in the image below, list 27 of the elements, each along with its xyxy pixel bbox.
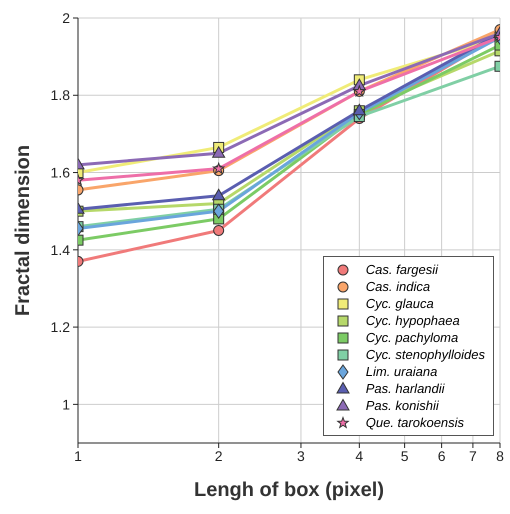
x-tick-label: 7 xyxy=(469,448,478,464)
y-axis-title: Fractal dimension xyxy=(12,144,34,316)
legend-label: Cyc. hypophaea xyxy=(366,313,460,328)
legend-label: Cyc. glauca xyxy=(366,296,434,311)
legend-label: Que. tarokoensis xyxy=(366,415,464,430)
x-tick-label: 6 xyxy=(438,448,446,464)
y-tick-label: 1.6 xyxy=(50,164,70,181)
legend-label: Pas. harlandii xyxy=(366,381,445,396)
legend-label: Lim. uraiana xyxy=(366,364,438,379)
x-tick-label: 8 xyxy=(496,448,504,464)
x-tick-label: 3 xyxy=(297,448,306,464)
legend-label: Cas. fargesii xyxy=(366,262,438,277)
y-tick-label: 1.8 xyxy=(50,87,70,104)
y-tick-label: 1 xyxy=(62,396,70,412)
x-tick-label: 1 xyxy=(74,448,82,464)
point xyxy=(212,188,226,200)
y-tick-label: 2 xyxy=(62,10,70,26)
x-tick-label: 5 xyxy=(400,448,409,464)
y-tick-label: 1.2 xyxy=(50,319,70,336)
legend-label: Cyc. pachyloma xyxy=(366,330,458,345)
y-tick-label: 1.4 xyxy=(50,242,70,258)
x-tick-label: 2 xyxy=(214,448,223,464)
legend-label: Cyc. stenophylloides xyxy=(366,347,485,362)
legend-label: Cas. indica xyxy=(366,279,430,294)
legend-label: Pas. konishii xyxy=(366,398,439,413)
x-axis-title: Lengh of box (pixel) xyxy=(194,479,384,501)
x-tick-label: 4 xyxy=(355,448,364,464)
